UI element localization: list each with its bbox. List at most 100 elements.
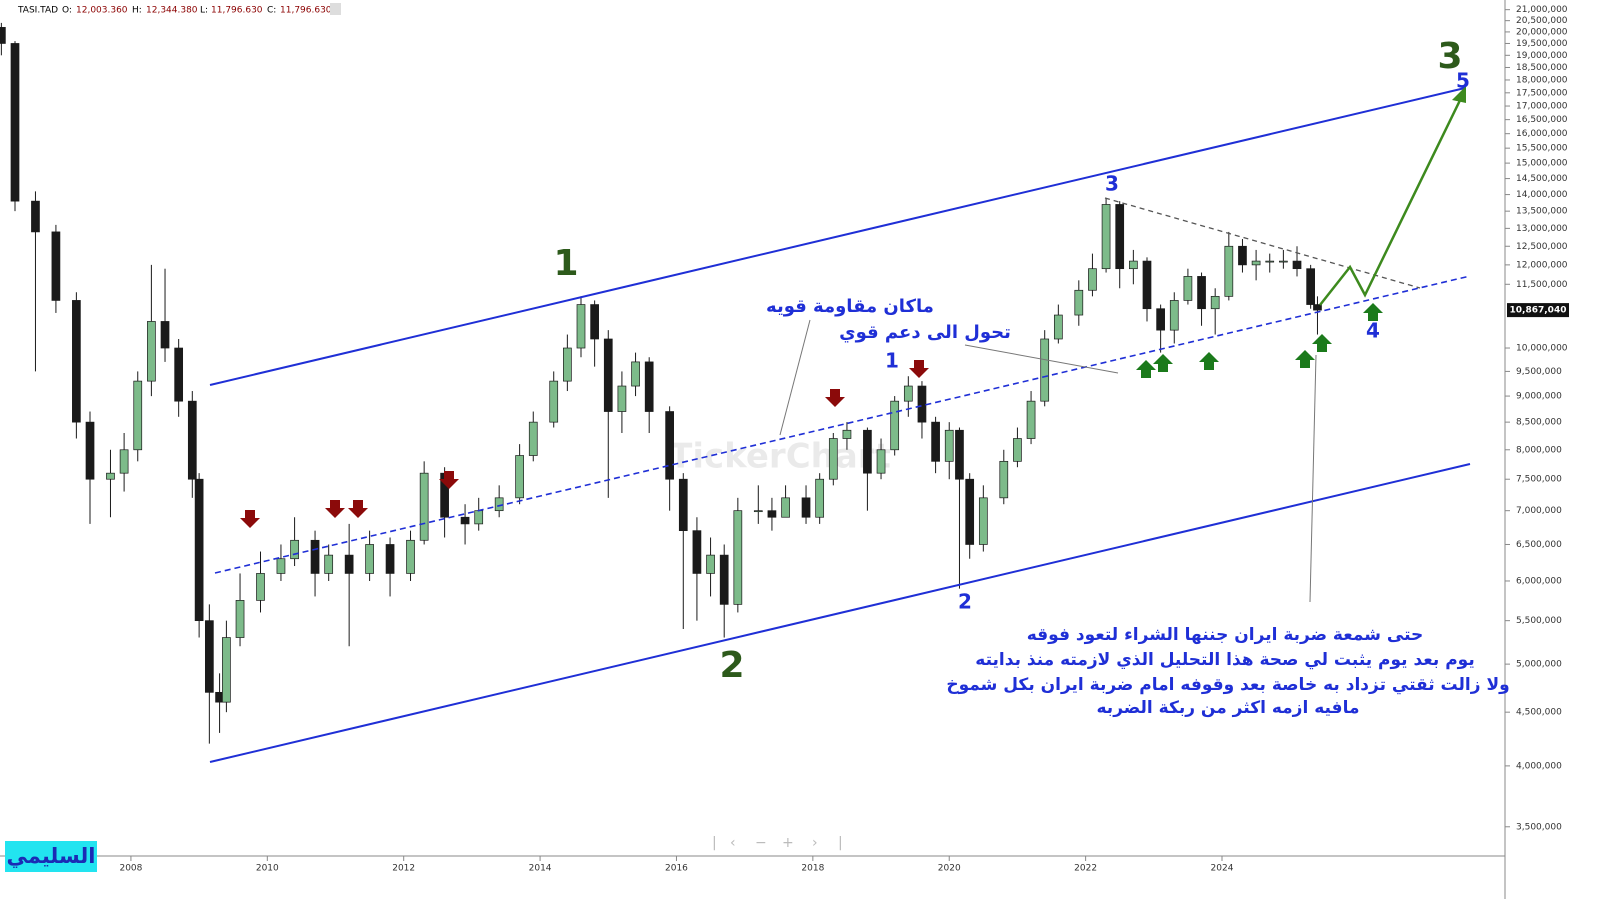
up-arrow [1295,350,1315,368]
candle-body [1224,245,1234,297]
candle-body [665,411,674,480]
y-tick-label: 19,000,000 [1516,51,1568,61]
candle-body [978,497,988,545]
control: | [712,835,717,851]
down-arrow [240,510,260,528]
candle-body [1053,314,1063,340]
header-label: O: [62,6,72,16]
y-tick-label: 13,000,000 [1516,224,1568,234]
candle-body [767,510,777,518]
symbol: TASI.TAD [17,6,58,16]
y-tick-label: 15,000,000 [1516,159,1568,169]
candle-body [563,347,572,382]
candle-body [815,478,825,518]
candle-body [1129,260,1138,270]
y-tick-label: 3,500,000 [1516,822,1562,832]
candle-body [1306,268,1316,305]
candle-body [528,421,538,456]
y-tick-label: 7,500,000 [1516,475,1562,485]
projection-path [1319,89,1467,306]
candle-body [692,530,702,574]
signature: السليمي [7,844,96,868]
candle-body [10,43,20,202]
candles [0,22,1322,744]
candle-body [1088,268,1097,291]
candle-body [801,497,811,518]
pointer-line [1309,354,1317,603]
y-tick-label: 8,000,000 [1516,445,1562,455]
y-tick-label: 15,500,000 [1516,144,1568,154]
y-tick-label: 20,000,000 [1516,27,1568,37]
annotation: 1 [553,243,578,284]
candle-body [222,637,231,703]
candle-body [160,321,170,349]
candle-body [631,361,640,387]
candle-body [1183,276,1193,301]
header-value: 12,344.380 [146,6,198,16]
x-tick-label: 2022 [1074,864,1097,874]
control: − [755,835,767,851]
y-tick-label: 5,500,000 [1516,616,1562,626]
y-tick-label: 7,000,000 [1516,506,1562,516]
last-price-badge [1507,303,1569,318]
y-tick-label: 18,000,000 [1516,75,1568,85]
annotation: 2 [958,590,972,614]
markers [240,303,1383,528]
up-arrow [1312,334,1332,352]
candle-body [194,478,204,622]
candle-body [1251,260,1261,266]
y-tick-label: 8,500,000 [1516,418,1562,428]
annotation: مافيه ازمه اكثر من ربكة الضربه [1097,698,1360,718]
candle-body [1040,338,1050,402]
header-value: 11,796.630 [280,6,332,16]
y-tick-label: 14,000,000 [1516,190,1568,200]
up-arrow [1363,303,1383,321]
candle-body [1156,308,1165,331]
up-arrow [1199,352,1219,370]
candle-body [460,516,470,525]
annotation: 1 [885,349,899,373]
candle-body [706,554,715,574]
candle-body [549,380,559,423]
candle-body [1169,300,1179,331]
drawings [209,86,1471,763]
x-tick-label: 2016 [665,864,688,874]
down-arrow [348,500,368,518]
candle-body [944,429,954,462]
channel-upper [209,87,1466,386]
candle-body [781,497,790,518]
candle-body [917,385,927,423]
candle-body [1210,295,1220,310]
candle-body [931,421,940,462]
control: + [782,835,794,851]
pointer-line [779,319,811,436]
candle-body [576,304,586,349]
y-tick-label: 4,000,000 [1516,761,1562,771]
annotation: 3 [1105,172,1119,196]
y-tick-label: 10,000,000 [1516,344,1568,354]
y-tick-label: 16,000,000 [1516,129,1568,139]
candle-body [590,304,599,340]
candle-body [1238,245,1247,266]
candle-body [999,460,1009,499]
y-tick-label: 11,500,000 [1516,280,1568,290]
candle-body [365,544,374,574]
candle-body [1101,204,1111,270]
candle-body [187,400,197,480]
up-arrow [1136,360,1156,378]
down-arrow [909,360,929,378]
watermark: TickerChart [669,437,891,477]
candle-body [174,347,184,402]
down-arrow [439,471,459,489]
candle-body [1265,260,1275,263]
candle-body [310,539,320,574]
x-tick-label: 2014 [529,864,552,874]
candle-body [1013,438,1022,462]
candle-body [617,385,627,412]
candle-body [474,510,484,525]
candle-body [494,497,504,512]
annotation: ولا زالت ثقتي تزداد به خاصة بعد وقوفه ام… [946,675,1509,695]
x-tick-label: 2020 [938,864,961,874]
candle-body [276,558,286,574]
y-tick-label: 4,500,000 [1516,708,1562,718]
